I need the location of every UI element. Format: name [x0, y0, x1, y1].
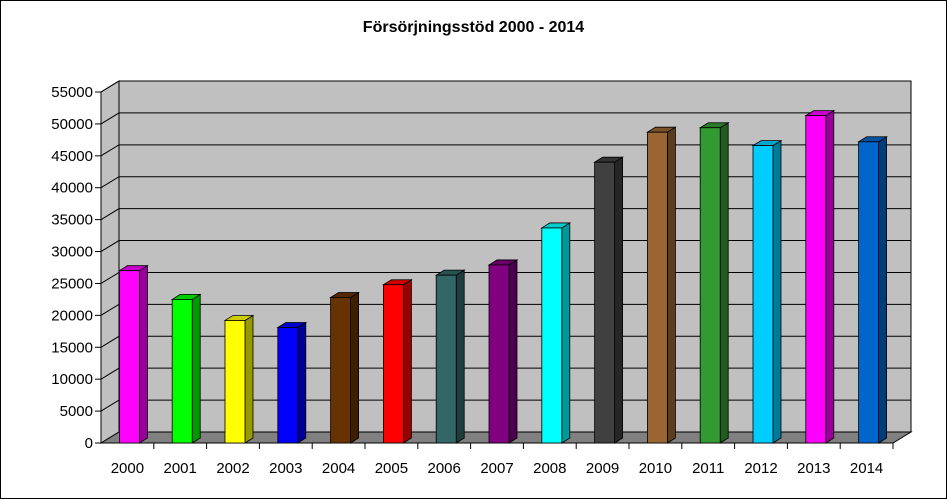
bar-2001 [170, 293, 202, 444]
bar-2002 [223, 314, 255, 444]
x-tick-label: 2003 [269, 460, 302, 477]
bar-side [191, 293, 201, 444]
bar-2000 [118, 264, 149, 444]
bar-side [825, 109, 835, 444]
x-tick-label: 2006 [428, 460, 461, 477]
bar-front [752, 145, 774, 444]
side-wall [100, 80, 120, 444]
y-tick-label: 45000 [51, 148, 93, 165]
bar-front [119, 270, 140, 444]
y-tick-label: 15000 [51, 339, 93, 356]
bar-2012 [751, 139, 783, 444]
bar-front [330, 297, 352, 444]
y-tick-label: 10000 [51, 371, 93, 388]
gridline [100, 240, 911, 252]
chart-title: Försörjningsstöd 2000 - 2014 [362, 19, 585, 36]
y-tick-label: 30000 [51, 244, 93, 261]
x-tick-label: 2012 [744, 460, 777, 477]
bar-side [614, 156, 623, 444]
x-tick-label: 2013 [797, 460, 830, 477]
bars [118, 109, 888, 444]
bar-2007 [487, 259, 519, 444]
bar-side [244, 314, 254, 444]
bar-2009 [593, 156, 624, 444]
y-tick-label: 20000 [51, 307, 93, 324]
y-tick-label: 0 [85, 435, 93, 452]
x-tick-label: 2007 [480, 460, 513, 477]
x-tick-label: 2014 [850, 460, 883, 477]
x-tick-label: 2004 [322, 460, 355, 477]
bar-2014 [857, 136, 888, 444]
bar-2005 [382, 279, 413, 444]
bar-front [805, 115, 827, 444]
bar-front [541, 227, 563, 444]
bar-side [297, 321, 307, 444]
x-tick-label: 2000 [111, 460, 144, 477]
y-tick-label: 5000 [60, 403, 93, 420]
x-tick-label: 2011 [692, 460, 724, 477]
bar-side [667, 126, 676, 444]
x-tick-label: 2005 [375, 460, 408, 477]
y-axis-ticks: 0 5000 10000 15000 20000 25000 30000 35000 40000… [51, 84, 93, 452]
bar-front [647, 131, 668, 444]
x-tick-label: 2010 [639, 460, 672, 477]
x-tick-label: 2008 [533, 460, 566, 477]
bar-front [435, 274, 457, 444]
gridline [100, 144, 911, 157]
y-tick-label: 40000 [51, 180, 93, 197]
bar-side [772, 139, 782, 444]
bar-front [858, 141, 879, 444]
gridline [100, 176, 911, 189]
x-tick-label: 2001 [164, 460, 197, 477]
bar-side [508, 259, 518, 444]
bar-front [594, 161, 615, 444]
bar-side [561, 222, 571, 444]
y-tick-label: 55000 [51, 84, 93, 101]
gridline [100, 80, 911, 93]
bar-side [719, 122, 729, 444]
bar-side [402, 279, 412, 444]
y-tick-label: 50000 [51, 116, 93, 133]
x-tick-label: 2002 [216, 460, 249, 477]
gridline [100, 208, 911, 221]
y-tick-label: 35000 [51, 212, 93, 229]
gridline [100, 112, 911, 125]
bar-2010 [646, 126, 677, 444]
bar-2008 [540, 222, 572, 444]
bar-front [382, 284, 404, 444]
bar-side [878, 136, 887, 444]
bar-front [171, 299, 193, 444]
bar-side [138, 264, 148, 444]
bar-front [699, 127, 721, 444]
y-tick-label: 25000 [51, 275, 93, 292]
x-tick-label: 2009 [586, 460, 619, 477]
x-axis-ticks: 2000 2001 2002 2003 2004 2005 2006 2007 2008 2009… [111, 443, 894, 477]
bar-2004 [329, 291, 360, 444]
bar-2003 [276, 321, 308, 444]
bar-side [455, 269, 465, 444]
bar-side [350, 291, 360, 444]
bar-front [488, 264, 510, 444]
bar-2006 [434, 269, 466, 444]
bar-2013 [804, 109, 836, 444]
bar-2011 [698, 122, 730, 444]
bar-front [224, 320, 246, 444]
bar-front [277, 327, 299, 444]
